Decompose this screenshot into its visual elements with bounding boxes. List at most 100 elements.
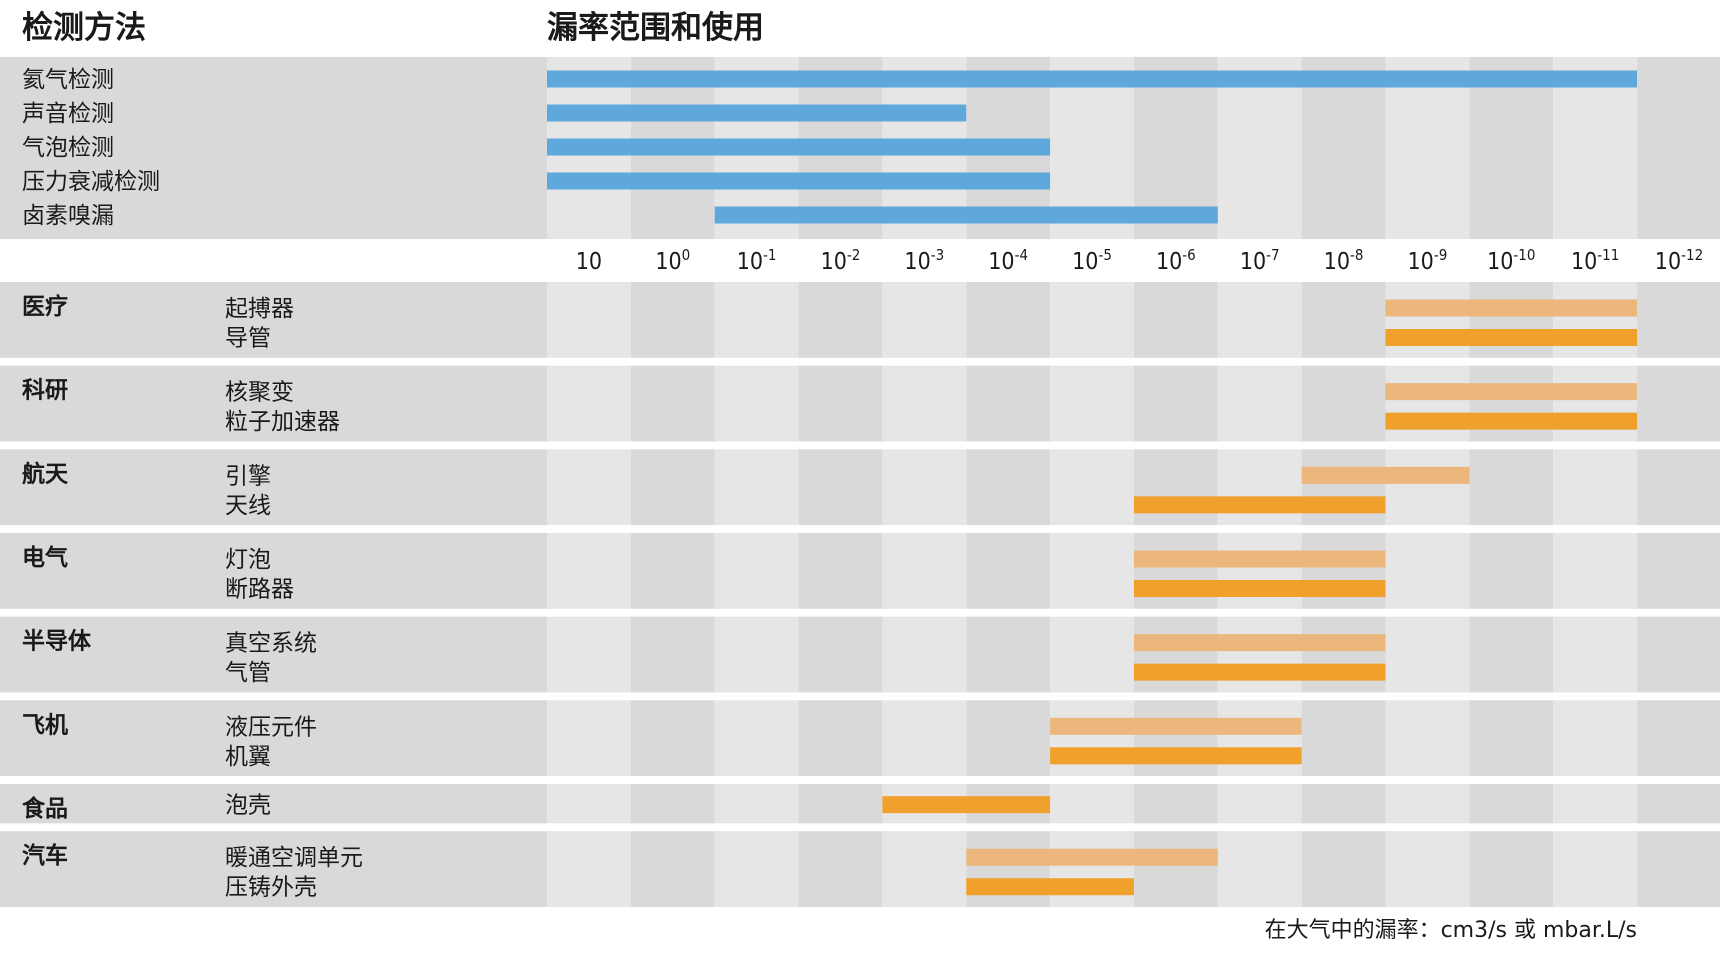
app-column-cell — [714, 282, 799, 358]
app-column-cell — [1133, 282, 1218, 358]
x-tick-label: 10 — [576, 249, 602, 275]
app-column-cell — [1637, 282, 1720, 358]
app-group-panel — [0, 616, 547, 693]
app-item-label: 起搏器 — [225, 296, 294, 322]
app-item-label: 暖通空调单元 — [225, 845, 363, 871]
app-column-cell — [547, 783, 631, 824]
app-group-panel — [0, 532, 547, 609]
background-panels — [0, 57, 547, 907]
app-column-cell — [882, 616, 967, 693]
app-group-panel — [0, 282, 547, 358]
app-column-cell — [798, 616, 883, 693]
app-column-cell — [630, 616, 715, 693]
app-range-bar — [1301, 466, 1470, 484]
tick-cell — [1469, 239, 1554, 282]
app-column-cell — [966, 532, 1051, 609]
app-column-cell — [1637, 449, 1720, 526]
app-range-bar — [1385, 299, 1638, 317]
app-column-cell — [1133, 831, 1218, 907]
app-range-bar — [1050, 717, 1302, 735]
app-column-cell — [714, 365, 799, 442]
app-item-label: 泡壳 — [225, 793, 271, 819]
x-tick-label: 10-8 — [1324, 246, 1364, 275]
tick-cell — [1050, 239, 1134, 282]
method-label: 声音检测 — [22, 101, 114, 127]
app-column-cell — [798, 282, 883, 358]
app-column-cell — [1301, 282, 1386, 358]
app-category-label: 科研 — [22, 378, 68, 404]
method-range-bar — [547, 172, 1051, 190]
app-column-cell — [1301, 783, 1386, 824]
app-range-bar — [1133, 496, 1386, 514]
app-column-cell — [1469, 365, 1554, 442]
app-range-bar — [1133, 550, 1386, 568]
app-column-cell — [1133, 532, 1218, 609]
app-group-panel — [0, 365, 547, 442]
app-column-cell — [1133, 616, 1218, 693]
app-column-cell — [1301, 449, 1386, 526]
tick-cell — [630, 239, 715, 282]
app-column-cell — [547, 282, 631, 358]
app-column-cell — [1217, 449, 1302, 526]
app-column-cell — [1385, 365, 1470, 442]
app-column-cell — [630, 532, 715, 609]
app-item-label: 核聚变 — [225, 380, 294, 406]
tick-cell — [798, 239, 883, 282]
app-column-cell — [547, 831, 631, 907]
app-column-cell — [1385, 700, 1470, 777]
app-item-label: 灯泡 — [225, 547, 271, 573]
method-range-bar — [714, 206, 1218, 224]
app-item-label: 天线 — [225, 493, 271, 519]
app-column-cell — [547, 700, 631, 777]
app-column-cell — [714, 532, 799, 609]
app-column-cell — [1301, 532, 1386, 609]
app-item-label: 液压元件 — [225, 714, 317, 740]
method-label: 氦气检测 — [22, 67, 114, 93]
range-header: 漏率范围和使用 — [547, 10, 764, 46]
app-column-cell — [1469, 532, 1554, 609]
app-range-bar — [1133, 634, 1386, 652]
app-column-cell — [798, 700, 883, 777]
method-range-bar — [547, 70, 1638, 88]
app-column-cell — [966, 616, 1051, 693]
app-column-cell — [1553, 282, 1638, 358]
chart-labels: 检测方法 漏率范围和使用 在大气中的漏率：cm3/s 或 mbar.L/s 10… — [22, 10, 1703, 943]
app-column-cell — [798, 783, 883, 824]
tick-cell — [547, 239, 631, 282]
app-range-bar — [1385, 329, 1638, 346]
app-column-cell — [1217, 365, 1302, 442]
app-column-cell — [1050, 783, 1134, 824]
app-column-cell — [798, 365, 883, 442]
app-column-cell — [547, 616, 631, 693]
x-tick-label: 10-10 — [1487, 246, 1535, 275]
app-column-cell — [630, 783, 715, 824]
app-column-cell — [882, 282, 967, 358]
app-column-cell — [630, 365, 715, 442]
app-column-cell — [1469, 282, 1554, 358]
app-category-label: 半导体 — [22, 629, 92, 655]
app-column-cell — [966, 831, 1051, 907]
app-column-cell — [1217, 532, 1302, 609]
app-item-label: 粒子加速器 — [225, 409, 340, 435]
app-column-cell — [714, 783, 799, 824]
app-column-cell — [1385, 616, 1470, 693]
app-column-cell — [1553, 616, 1638, 693]
app-column-cell — [1301, 700, 1386, 777]
app-column-cell — [1469, 449, 1554, 526]
range-bars — [547, 70, 1638, 896]
app-column-cell — [1217, 700, 1302, 777]
app-range-bar — [1385, 383, 1638, 401]
app-column-cell — [1301, 616, 1386, 693]
app-column-cell — [1553, 449, 1638, 526]
app-column-cell — [882, 831, 967, 907]
app-item-label: 气管 — [225, 660, 271, 686]
app-column-cell — [547, 365, 631, 442]
app-column-cell — [1050, 616, 1134, 693]
app-group-panel — [0, 700, 547, 777]
app-column-cell — [882, 532, 967, 609]
app-column-cell — [1133, 700, 1218, 777]
app-category-label: 汽车 — [22, 842, 68, 869]
x-tick-label: 10-1 — [737, 246, 777, 275]
app-column-cell — [1050, 532, 1134, 609]
x-tick-label: 10-7 — [1240, 246, 1280, 275]
